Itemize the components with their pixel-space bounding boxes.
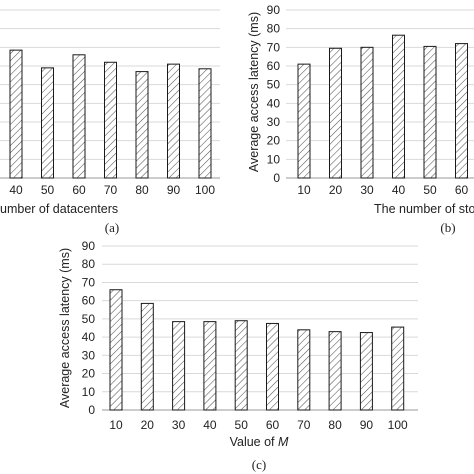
chart-a-bar [198, 68, 212, 179]
chart-b-xtick: 30 [360, 183, 374, 197]
chart-b-ytick: 90 [267, 3, 281, 17]
chart-a-bar [135, 71, 149, 179]
chart-c-xtick: 60 [266, 418, 280, 432]
chart-c-bar [140, 302, 154, 411]
chart-a-xtick: 70 [104, 183, 118, 197]
chart-b-ytick: 10 [267, 152, 281, 166]
chart-b-bar [360, 46, 374, 179]
chart-b-bar [455, 43, 468, 179]
chart-b-ytick: 70 [267, 40, 281, 54]
chart-b-bar [297, 63, 311, 179]
chart-c-xlabel: Value of M [230, 435, 289, 449]
chart-c-xtick: 50 [235, 418, 249, 432]
chart-a-bar [104, 61, 117, 179]
chart-c: 0 10 20 30 40 50 60 70 80 90 10 20 30 40 50 60 70 80 90 10… [58, 239, 418, 472]
chart-c-bar [234, 320, 248, 411]
chart-c-ytick: 70 [82, 275, 96, 289]
chart-b-xtick: 50 [423, 183, 437, 197]
chart-b-ytick: 20 [267, 134, 281, 148]
chart-c-ytick: 90 [82, 239, 96, 253]
chart-c-ylabel: Average access latency (ms) [58, 248, 72, 408]
chart-c-ytick: 40 [82, 330, 96, 344]
chart-b-xlabel: The number of sto [374, 202, 474, 216]
chart-b-ytick: 40 [267, 96, 281, 110]
chart-b: 0 10 20 30 40 50 60 70 80 90 10 20 30 40 50 60 Average… [247, 3, 474, 235]
chart-c-bar [297, 329, 311, 411]
chart-a: 40 50 60 70 80 90 100 umber of datacenters (a) [0, 9, 220, 235]
chart-a-panel-label: (a) [105, 220, 119, 235]
chart-c-bar [109, 289, 123, 411]
chart-b-xtick: 40 [392, 183, 406, 197]
chart-b-ylabel: Average access latency (ms) [247, 12, 261, 172]
chart-a-bar [9, 49, 23, 179]
chart-c-bar [266, 322, 279, 411]
chart-a-xtick: 40 [9, 183, 23, 197]
chart-a-bar [72, 54, 86, 179]
chart-b-bar [392, 34, 405, 179]
chart-a-xtick: 50 [41, 183, 55, 197]
chart-c-bar [328, 331, 342, 411]
chart-c-xlabel-text: Value of [230, 435, 278, 449]
chart-b-bar [329, 47, 342, 179]
chart-c-xtick: 80 [328, 418, 342, 432]
chart-c-ytick: 0 [88, 403, 95, 417]
chart-b-xtick: 60 [455, 183, 469, 197]
chart-c-ytick: 50 [82, 312, 96, 326]
chart-c-bar [203, 321, 217, 411]
chart-c-ytick: 30 [82, 348, 96, 362]
chart-c-xtick: 20 [141, 418, 155, 432]
chart-b-bar [423, 45, 437, 179]
chart-c-ytick: 20 [82, 367, 96, 381]
chart-a-xtick: 60 [72, 183, 86, 197]
chart-b-xtick: 20 [329, 183, 343, 197]
chart-c-bar [172, 321, 186, 411]
chart-b-ytick: 30 [267, 115, 281, 129]
chart-a-xlabel: umber of datacenters [0, 202, 118, 216]
chart-a-bar [167, 63, 180, 179]
chart-c-ytick: 60 [82, 294, 96, 308]
chart-b-ytick: 60 [267, 59, 281, 73]
chart-c-xtick: 40 [203, 418, 217, 432]
chart-a-xtick: 100 [195, 183, 215, 197]
chart-a-xtick: 90 [167, 183, 181, 197]
chart-a-bar [41, 67, 54, 179]
chart-c-xtick: 10 [109, 418, 123, 432]
chart-b-panel-label: (b) [440, 220, 455, 235]
chart-c-bar [391, 326, 405, 411]
chart-c-xtick: 90 [360, 418, 374, 432]
chart-b-ytick: 80 [267, 22, 281, 36]
chart-c-ytick: 10 [82, 385, 96, 399]
chart-c-panel-label: (c) [252, 457, 266, 472]
chart-c-bar [359, 332, 373, 411]
chart-c-xtick: 100 [388, 418, 408, 432]
chart-b-ytick: 50 [267, 78, 281, 92]
chart-b-ytick: 0 [273, 171, 280, 185]
chart-c-xtick: 30 [172, 418, 186, 432]
chart-b-xtick: 10 [297, 183, 311, 197]
chart-a-xtick: 80 [135, 183, 149, 197]
chart-c-xlabel-var: M [278, 435, 289, 449]
chart-c-xtick: 70 [297, 418, 311, 432]
chart-c-ytick: 80 [82, 257, 96, 271]
